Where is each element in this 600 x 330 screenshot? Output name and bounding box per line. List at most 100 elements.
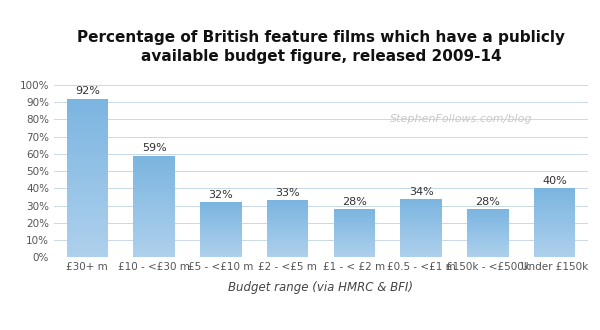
Bar <box>467 233 509 234</box>
Bar <box>534 198 575 199</box>
Bar <box>400 251 442 252</box>
Bar <box>400 216 442 217</box>
Bar <box>67 240 108 242</box>
Bar <box>400 234 442 235</box>
Bar <box>200 244 242 245</box>
Bar <box>534 238 575 239</box>
Bar <box>133 220 175 222</box>
Bar <box>400 204 442 205</box>
Bar <box>534 213 575 214</box>
Bar <box>534 215 575 216</box>
Bar <box>67 202 108 204</box>
Bar <box>467 219 509 220</box>
Bar <box>267 222 308 223</box>
Bar <box>200 237 242 238</box>
Bar <box>200 212 242 213</box>
Bar <box>133 186 175 187</box>
Bar <box>267 232 308 233</box>
Bar <box>534 208 575 209</box>
Bar <box>67 210 108 212</box>
Bar <box>400 242 442 243</box>
Bar <box>467 223 509 224</box>
Bar <box>334 217 375 218</box>
Bar <box>400 213 442 214</box>
Bar <box>200 254 242 255</box>
Bar <box>334 240 375 241</box>
Bar <box>534 219 575 220</box>
Bar <box>67 224 108 226</box>
Bar <box>400 248 442 249</box>
Bar <box>400 244 442 245</box>
Bar <box>133 181 175 182</box>
Bar <box>534 246 575 247</box>
Bar <box>67 134 108 136</box>
Bar <box>400 211 442 212</box>
Bar <box>200 235 242 236</box>
Bar <box>267 246 308 247</box>
Bar <box>334 216 375 217</box>
Bar <box>133 166 175 167</box>
Bar <box>133 208 175 209</box>
Bar <box>334 234 375 235</box>
Bar <box>267 223 308 224</box>
Bar <box>67 206 108 208</box>
Bar <box>267 218 308 219</box>
Bar <box>534 248 575 249</box>
Bar <box>67 103 108 105</box>
Bar <box>534 254 575 255</box>
Bar <box>334 243 375 244</box>
Bar <box>267 231 308 232</box>
Bar <box>467 221 509 222</box>
Bar <box>133 214 175 215</box>
Bar <box>534 231 575 232</box>
Bar <box>534 211 575 212</box>
Bar <box>534 228 575 229</box>
Bar <box>133 244 175 245</box>
Bar <box>267 225 308 226</box>
Bar <box>400 227 442 228</box>
Bar <box>400 225 442 226</box>
Bar <box>467 237 509 238</box>
Bar <box>334 210 375 211</box>
Bar <box>267 217 308 218</box>
Bar <box>133 222 175 223</box>
Bar <box>534 218 575 219</box>
Bar <box>200 231 242 232</box>
Bar <box>334 212 375 213</box>
Bar <box>334 224 375 225</box>
Bar <box>200 240 242 241</box>
Bar <box>267 256 308 257</box>
Bar <box>200 251 242 252</box>
Bar <box>67 246 108 248</box>
Bar <box>67 249 108 251</box>
Bar <box>467 225 509 226</box>
Bar <box>534 251 575 252</box>
Bar <box>467 248 509 249</box>
Bar <box>67 115 108 116</box>
Bar <box>467 252 509 253</box>
Bar <box>267 236 308 237</box>
Bar <box>534 197 575 198</box>
Bar <box>67 200 108 202</box>
Bar <box>200 223 242 224</box>
Bar <box>133 229 175 231</box>
Bar <box>467 254 509 255</box>
Bar <box>267 233 308 234</box>
Bar <box>400 202 442 203</box>
Bar <box>133 200 175 201</box>
Bar <box>534 202 575 203</box>
Bar <box>133 212 175 213</box>
Bar <box>267 203 308 204</box>
Title: Percentage of British feature films which have a publicly
available budget figur: Percentage of British feature films whic… <box>77 30 565 64</box>
Bar <box>200 246 242 247</box>
Bar <box>267 229 308 230</box>
Bar <box>467 244 509 245</box>
Bar <box>67 190 108 192</box>
Bar <box>334 230 375 231</box>
Bar <box>467 238 509 239</box>
Bar <box>400 205 442 206</box>
Bar <box>400 254 442 255</box>
Bar <box>334 252 375 253</box>
Bar <box>334 232 375 233</box>
Bar <box>67 166 108 168</box>
